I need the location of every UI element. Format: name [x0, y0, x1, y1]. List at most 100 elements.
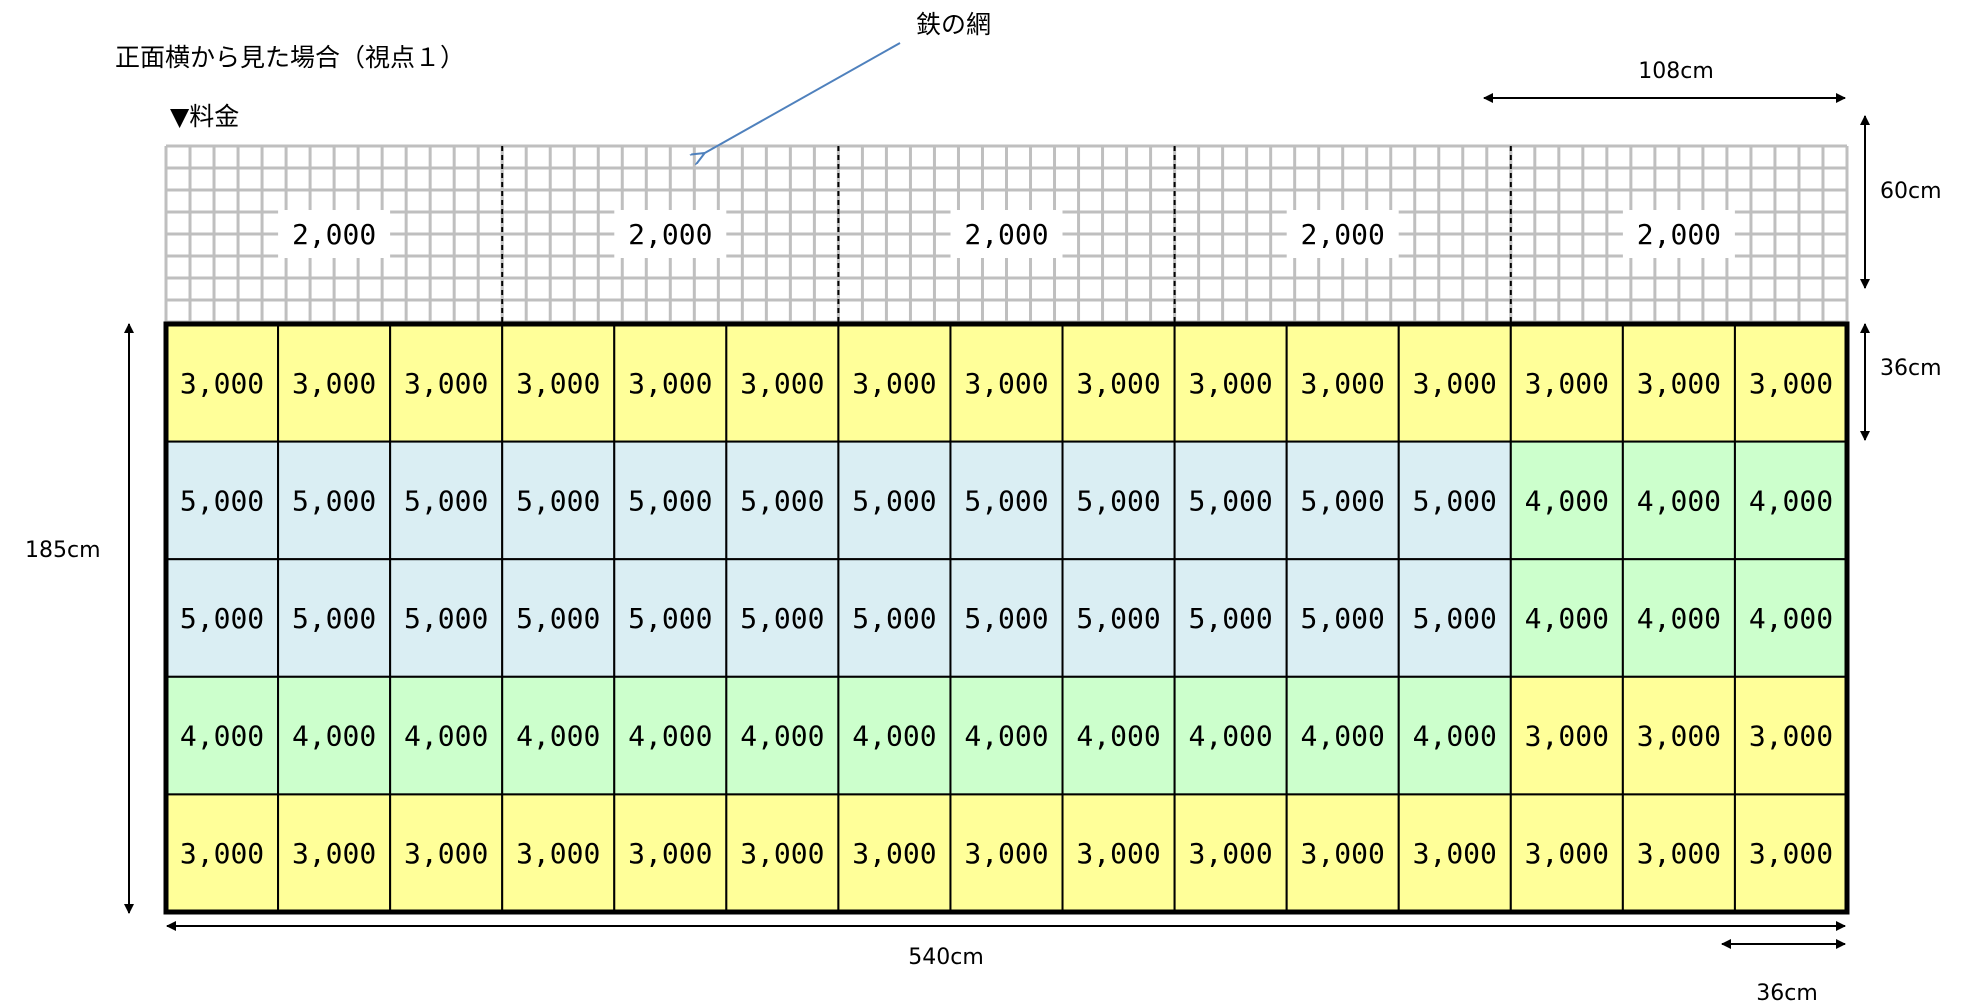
price-cell-value: 3,000 [404, 837, 488, 870]
price-cell [1397, 440, 1512, 561]
price-cell-value: 5,000 [1413, 484, 1497, 517]
price-cell [277, 793, 392, 914]
price-cell-value: 4,000 [628, 720, 712, 753]
net-pointer-arrow [703, 42, 901, 154]
price-cell-value: 3,000 [1301, 837, 1385, 870]
price-cell [1509, 558, 1624, 678]
net-panel-label-bg [278, 210, 391, 258]
price-cell-value: 5,000 [628, 602, 712, 635]
price-cell-value: 4,000 [1525, 602, 1609, 635]
price-cell-value: 3,000 [1525, 720, 1609, 753]
price-cell [277, 440, 392, 561]
net-label: 鉄の網 [916, 10, 991, 39]
price-cell-value: 5,000 [1076, 602, 1160, 635]
price-cell [1173, 558, 1288, 678]
price-cell-value: 4,000 [1749, 484, 1833, 517]
price-cell-value: 5,000 [180, 602, 264, 635]
price-cell [949, 793, 1064, 914]
price-cell [1173, 793, 1288, 914]
price-cell [949, 558, 1064, 678]
price-cell-value: 4,000 [964, 720, 1048, 753]
price-cell-value: 3,000 [964, 837, 1048, 870]
net-panel-label-bg [1286, 210, 1399, 258]
price-cell-value: 3,000 [1749, 367, 1833, 400]
price-cell-value: 3,000 [1749, 720, 1833, 753]
price-cell-value: 3,000 [852, 367, 936, 400]
price-cell-value: 3,000 [1188, 837, 1272, 870]
price-cell [1061, 793, 1176, 914]
net-panel-label-bg [614, 210, 727, 258]
price-cell-value: 5,000 [404, 484, 488, 517]
price-cell-value: 5,000 [1188, 602, 1272, 635]
price-cell-value: 3,000 [1413, 367, 1497, 400]
price-cell-value: 3,000 [1413, 837, 1497, 870]
price-cell-value: 4,000 [1525, 484, 1609, 517]
price-cell-value: 5,000 [740, 602, 824, 635]
price-cell-value: 4,000 [1188, 720, 1272, 753]
price-cell [613, 793, 728, 914]
price-cell-value: 5,000 [180, 484, 264, 517]
price-cell [1621, 675, 1736, 796]
price-cell-value: 4,000 [404, 720, 488, 753]
price-cell-value: 3,000 [628, 837, 712, 870]
price-cell-value: 5,000 [964, 602, 1048, 635]
price-cell [1509, 440, 1624, 561]
price-cell-value: 3,000 [964, 367, 1048, 400]
price-cell [1397, 793, 1512, 914]
price-cell [949, 675, 1064, 796]
row-height-label: 36cm [1880, 356, 1942, 381]
price-cell-value: 3,000 [1637, 367, 1721, 400]
price-cell-value: 5,000 [740, 484, 824, 517]
price-cell [389, 558, 504, 678]
price-cell-value: 5,000 [292, 602, 376, 635]
total-height-label: 185cm [25, 538, 101, 563]
net-panel-labels: 2,000 2,000 2,000 2,000 2,000 [278, 210, 1735, 258]
price-cell [1509, 675, 1624, 796]
price-grid: 3,000 3,000 3,000 3,000 3,000 3,000 3,000 3,000… [163, 321, 1850, 915]
price-cell-value: 3,000 [404, 367, 488, 400]
price-grid-border [163, 321, 1850, 915]
price-cell [613, 440, 728, 561]
price-cell [1621, 793, 1736, 914]
price-cell-value: 5,000 [1076, 484, 1160, 517]
price-cell [165, 440, 280, 561]
price-cell-value: 3,000 [1525, 837, 1609, 870]
price-cell-value: 5,000 [516, 602, 600, 635]
net-height-label: 60cm [1880, 179, 1942, 204]
price-cell [1621, 323, 1736, 443]
price-cell [1173, 323, 1288, 443]
price-cell [165, 323, 280, 443]
price-cell [1285, 793, 1400, 914]
price-cell-value: 4,000 [180, 720, 264, 753]
price-cell [1733, 440, 1849, 561]
price-cell-value: 5,000 [404, 602, 488, 635]
net-panel-price: 2,000 [964, 218, 1048, 251]
price-cell [277, 675, 392, 796]
price-cell-value: 4,000 [1637, 484, 1721, 517]
price-cell-value: 3,000 [1637, 837, 1721, 870]
price-cell [613, 675, 728, 796]
price-cell-value: 3,000 [1076, 837, 1160, 870]
price-cell [1173, 675, 1288, 796]
price-cell-value: 5,000 [852, 484, 936, 517]
price-cell [165, 675, 280, 796]
price-cell-value: 4,000 [1413, 720, 1497, 753]
price-cell-value: 5,000 [292, 484, 376, 517]
price-cell-value: 5,000 [1301, 484, 1385, 517]
price-cell-value: 3,000 [180, 367, 264, 400]
price-cell-value: 3,000 [180, 837, 264, 870]
price-cell [1509, 793, 1624, 914]
price-cell [1621, 558, 1736, 678]
price-cell-value: 5,000 [1188, 484, 1272, 517]
price-cell-value: 3,000 [292, 837, 376, 870]
price-cell-value: 3,000 [1188, 367, 1272, 400]
price-cell [389, 793, 504, 914]
price-cell-value: 4,000 [1637, 602, 1721, 635]
price-cell-value: 5,000 [852, 602, 936, 635]
price-cell-value: 4,000 [852, 720, 936, 753]
price-cell-value: 4,000 [516, 720, 600, 753]
price-cell-value: 3,000 [516, 837, 600, 870]
price-cell-value: 4,000 [1749, 602, 1833, 635]
net-panel-price: 2,000 [628, 218, 712, 251]
price-cell [837, 440, 952, 561]
